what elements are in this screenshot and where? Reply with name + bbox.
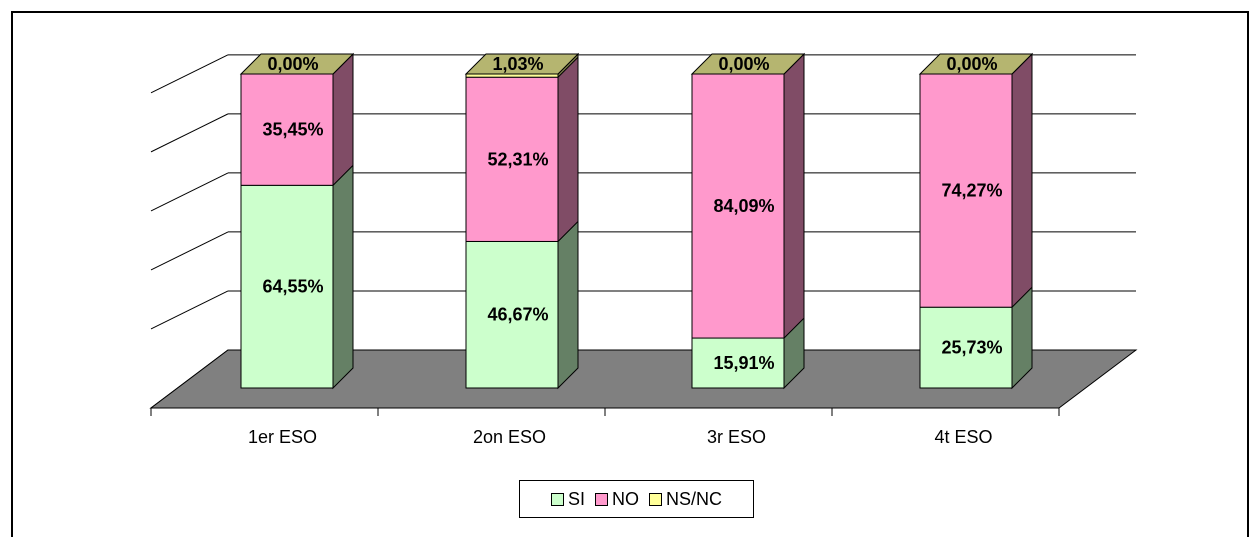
bar-side [557,55,579,243]
legend-swatch-si [550,492,564,506]
chart-data-labels: 64,55% 35,45% 0,00% 46,67% 52,31% 1,03% 15,91%… [262,54,1002,373]
data-label: 46,67% [487,305,548,325]
data-label: 1,03% [492,54,543,74]
gridline-side [150,113,229,153]
data-label: 0,00% [946,54,997,74]
data-label: 15,91% [713,353,774,373]
bar-front [240,184,334,389]
bar-side [783,52,805,340]
stacked-bar-chart-3d: 64,55% 35,45% 0,00% 46,67% 52,31% 1,03% 15,91%… [149,52,1138,447]
data-label: 25,73% [941,338,1002,358]
chart-legend: SI NO NS/NC [519,480,754,518]
x-axis: 1er ESO 2on ESO 3r ESO 4t ESO [150,407,1060,447]
bar-side [1011,52,1033,309]
gridline-side [150,231,229,271]
data-label: 84,09% [713,196,774,216]
bar-top [239,53,355,75]
data-label: 0,00% [267,54,318,74]
x-tick-label: 4t ESO [934,427,992,447]
legend-label-si: SI [567,488,585,509]
legend-label-no: NO [612,488,639,509]
bar-front [465,240,559,389]
bar-4t-eso-no [919,52,1033,309]
data-label: 74,27% [941,181,1002,201]
bar-side [557,220,579,390]
legend-swatch-nsnc [649,492,662,506]
bar-front [465,76,559,242]
bar-1er-eso-si [240,164,354,390]
data-label: 52,31% [487,149,548,169]
bar-top [464,53,580,75]
bar-front [919,306,1013,389]
bar-front [691,337,785,389]
legend-swatch-no [595,492,608,506]
bar-front [919,73,1013,308]
legend-label-nsnc: NS/NC [666,488,723,509]
chart-bars [239,52,1034,390]
gridline-side [150,290,229,330]
gridline-side [150,54,229,94]
x-tick-label: 2on ESO [473,427,546,447]
x-tick-label: 3r ESO [707,427,766,447]
bar-top [918,53,1034,75]
legend-item-nsnc: NS/NC [649,489,722,510]
bar-front [691,73,785,339]
bar-front [240,73,334,186]
bar-side [332,52,354,187]
data-label: 35,45% [262,120,323,140]
bar-side [332,164,354,390]
x-tick-label: 1er ESO [248,427,317,447]
bar-1er-eso-no [240,52,354,187]
chart-frame [11,11,1249,537]
bar-2on-eso-si [465,220,579,390]
data-label: 0,00% [718,54,769,74]
gridline-side [150,172,229,212]
data-label: 64,55% [262,277,323,297]
bar-4t-eso-si [919,286,1033,390]
bar-top [690,53,806,75]
bar-3r-eso-no [691,52,805,340]
legend-item-si: SI [550,488,585,510]
legend-item-no: NO [595,489,639,510]
